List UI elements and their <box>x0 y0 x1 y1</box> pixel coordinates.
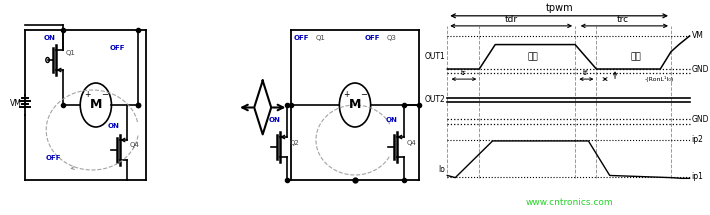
Text: Q4: Q4 <box>130 142 140 148</box>
Text: OFF: OFF <box>294 35 310 41</box>
Text: Io: Io <box>438 165 445 174</box>
Text: Q3: Q3 <box>387 35 397 41</box>
Text: Q4: Q4 <box>407 140 417 146</box>
Text: Q1: Q1 <box>316 35 326 41</box>
Text: GND: GND <box>692 115 709 124</box>
Text: −: − <box>360 90 367 99</box>
Text: VM: VM <box>692 31 704 40</box>
Text: www.cntronics.com: www.cntronics.com <box>526 198 613 207</box>
Text: OFF: OFF <box>109 45 125 51</box>
Text: OFF: OFF <box>365 35 381 41</box>
Text: ON: ON <box>269 117 280 123</box>
Text: 再生: 再生 <box>631 52 642 61</box>
Text: Q2: Q2 <box>290 140 300 146</box>
Text: tpwm: tpwm <box>545 3 573 13</box>
Text: VM: VM <box>11 98 22 108</box>
Text: +: + <box>344 90 349 99</box>
Text: OUT2: OUT2 <box>425 95 445 104</box>
Text: M: M <box>89 98 102 112</box>
Text: ON: ON <box>44 35 55 41</box>
Text: +: + <box>84 90 90 99</box>
Text: 施加: 施加 <box>527 52 538 61</box>
Text: ON: ON <box>108 123 119 129</box>
Text: Q1: Q1 <box>66 50 76 56</box>
Text: tf: tf <box>583 71 589 77</box>
Text: GND: GND <box>692 64 709 74</box>
Text: ON: ON <box>386 117 398 123</box>
Text: −: − <box>101 90 108 99</box>
Text: -(RonL¹I₀): -(RonL¹I₀) <box>645 76 674 82</box>
Text: tdr: tdr <box>505 15 518 24</box>
Text: tr: tr <box>461 71 466 77</box>
Text: OUT1: OUT1 <box>425 52 445 61</box>
Text: ip2: ip2 <box>692 135 704 144</box>
Text: trc: trc <box>617 15 629 24</box>
Text: M: M <box>349 98 361 112</box>
Text: ip1: ip1 <box>692 172 704 181</box>
Text: OFF: OFF <box>45 155 61 161</box>
